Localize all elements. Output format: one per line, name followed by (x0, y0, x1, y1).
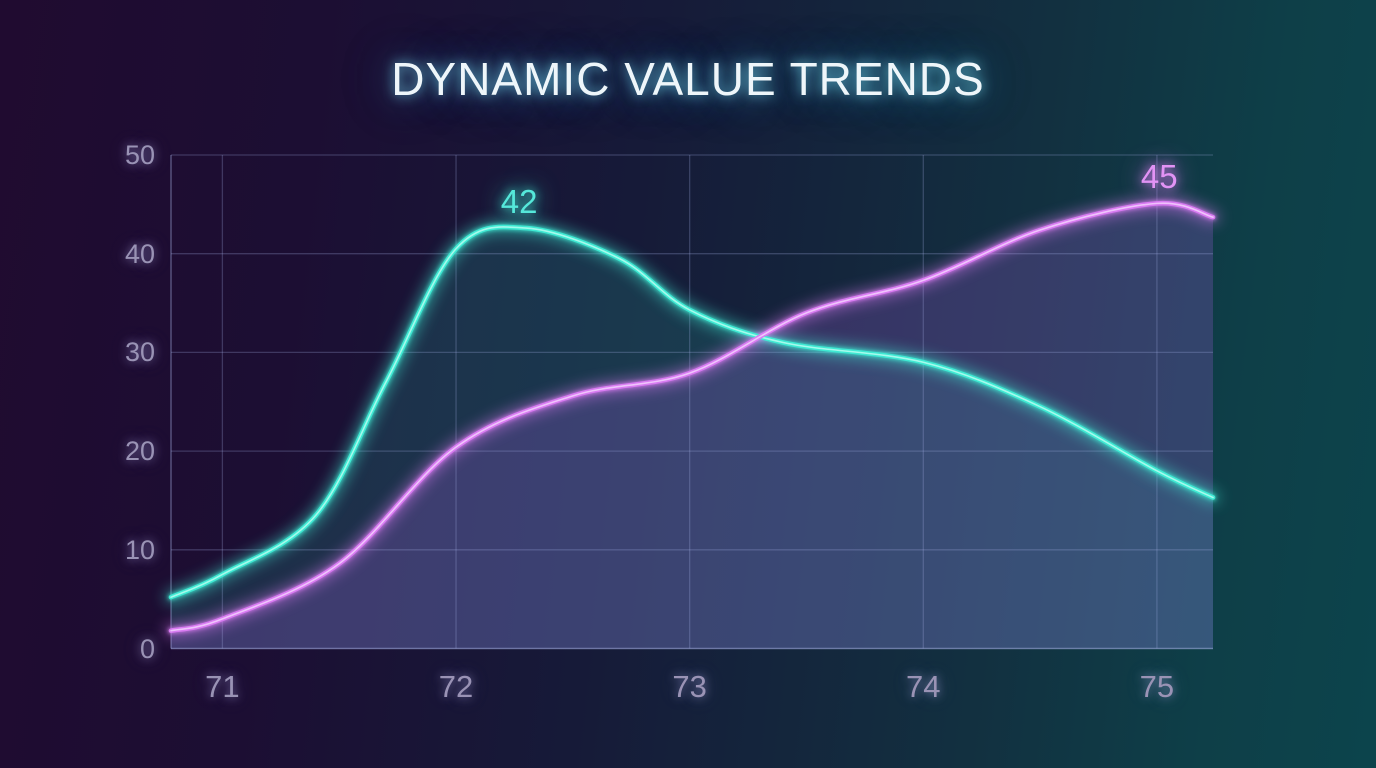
series-lines (168, 200, 1216, 634)
y-tick-label: 0 (139, 633, 155, 664)
grid-lines (170, 154, 1213, 650)
y-tick-label: 50 (124, 140, 155, 170)
x-tick-label: 71 (205, 668, 240, 704)
area-fills (171, 203, 1213, 649)
x-tick-label: 75 (1139, 668, 1175, 704)
y-tick-label: 20 (124, 436, 155, 467)
x-tick-label: 74 (906, 668, 941, 704)
x-tick-label: 72 (438, 668, 474, 704)
area-fill-teal-series (171, 226, 1213, 649)
y-tick-label: 10 (124, 534, 155, 565)
line-core-teal-series (170, 226, 1214, 598)
line-core-magenta-series (170, 202, 1214, 632)
y-tick-label: 40 (124, 238, 155, 269)
chart-title: DYNAMIC VALUE TRENDS (391, 53, 985, 105)
area-fill-magenta-series (171, 203, 1213, 649)
annotation-teal-series: 42 (500, 183, 538, 221)
x-tick-label: 73 (672, 668, 707, 704)
y-tick-label: 30 (124, 337, 155, 368)
annotation-magenta-series: 45 (1140, 157, 1178, 195)
